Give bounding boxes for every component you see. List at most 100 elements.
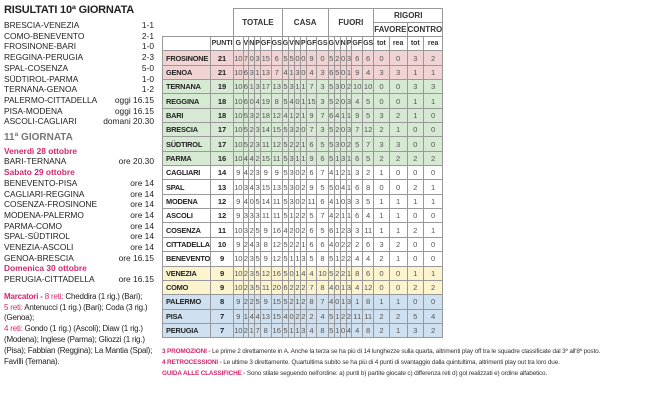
fixture-day: Domenica 30 ottobre bbox=[4, 263, 87, 274]
stat-cell: 4 bbox=[423, 308, 444, 324]
stat-cell: 16 bbox=[270, 322, 283, 339]
stat-cell: 10 bbox=[233, 279, 244, 296]
stat-cell: 4 bbox=[351, 322, 364, 339]
stat-cell: 4 bbox=[362, 208, 375, 224]
stat-cell: 11 bbox=[362, 222, 375, 238]
points-cell: 7 bbox=[210, 308, 235, 324]
points-cell: 18 bbox=[210, 107, 235, 124]
stat-cell: 15 bbox=[259, 50, 272, 66]
stat-cell: 9 bbox=[233, 294, 244, 310]
match-score: domani 20.30 bbox=[103, 116, 154, 127]
stat-cell: 7 bbox=[305, 279, 318, 296]
stat-cell: 2 bbox=[305, 308, 318, 324]
footnote-label: 3 PROMOZIONI - bbox=[162, 348, 212, 355]
stat-cell: 14 bbox=[259, 193, 272, 210]
stat-cell: 5 bbox=[362, 107, 375, 124]
stat-cell: 6 bbox=[305, 136, 318, 152]
team-name: COMO bbox=[161, 279, 212, 296]
fixture-time: ore 14 bbox=[130, 177, 154, 188]
points-cell: 12 bbox=[210, 193, 235, 210]
stat-cell: 11 bbox=[351, 308, 364, 324]
stat-cell: 8 bbox=[270, 93, 283, 109]
stat-cell: 8 bbox=[362, 179, 375, 195]
stat-cell: 14 bbox=[259, 122, 272, 138]
stat-cell: 0 bbox=[388, 179, 408, 195]
stat-cell: 1 bbox=[373, 193, 390, 210]
stat-cell: 10 bbox=[233, 122, 244, 138]
stat-cell: 6 bbox=[362, 50, 375, 66]
stat-cell: 9 bbox=[305, 179, 318, 195]
stat-cell: 0 bbox=[388, 93, 408, 109]
stat-cell: 1 bbox=[388, 193, 408, 210]
stat-cell: 2 bbox=[388, 308, 408, 324]
table-row: PARMA 16 10 4 4 2 15 11 5 3 1 1 9 6 5 1 3 1 6 5 2 2 2 2 bbox=[161, 150, 444, 167]
group-casa: CASA bbox=[281, 8, 329, 37]
stat-cell: 13 bbox=[270, 179, 283, 195]
fixture-match: MODENA-PALERMO bbox=[4, 209, 84, 220]
results-column: RISULTATI 10ª GIORNATA BRESCIA-VENEZIA 1-… bbox=[4, 4, 154, 367]
stat-cell: 0 bbox=[373, 79, 390, 95]
stat-cell: 1 bbox=[423, 93, 444, 109]
stat-cell: 5 bbox=[316, 222, 329, 238]
stat-cell: 0 bbox=[423, 294, 444, 310]
results-title: RISULTATI 10ª GIORNATA bbox=[4, 4, 135, 16]
stat-cell: 6 bbox=[351, 50, 364, 66]
stat-cell: 0 bbox=[388, 79, 408, 95]
fixture-time: ore 14 bbox=[130, 199, 154, 210]
stat-cell: 3 bbox=[423, 79, 444, 95]
stat-cell: 1 bbox=[423, 179, 444, 195]
stat-cell: 5 bbox=[327, 322, 335, 339]
stat-cell: 7 bbox=[362, 136, 375, 152]
stat-cell: 3 bbox=[316, 122, 329, 138]
table-row: PALERMO 8 9 2 2 5 9 15 5 2 1 2 8 7 4 0 1 3 1 8 1 1 0 0 bbox=[161, 294, 444, 310]
stat-cell: 1 bbox=[248, 322, 256, 339]
column-header: tot bbox=[373, 35, 390, 52]
stat-cell: 1 bbox=[406, 265, 425, 281]
stat-cell: 11 bbox=[270, 193, 283, 210]
stat-cell: 0 bbox=[406, 122, 425, 138]
column-header: rea bbox=[423, 35, 444, 52]
stat-cell: 1 bbox=[406, 64, 425, 81]
stat-cell: 11 bbox=[259, 208, 272, 224]
fixture-day: Venerdì 28 ottobre bbox=[4, 145, 78, 156]
stat-cell: 3 bbox=[406, 79, 425, 95]
result-row: SPAL-COSENZA 5-0 bbox=[4, 63, 154, 74]
table-row: PERUGIA 7 10 2 1 7 8 16 5 1 1 3 4 8 5 1 0 4 4 8 2 1 3 2 bbox=[161, 322, 444, 339]
stat-cell: 1 bbox=[373, 222, 390, 238]
team-name: PALERMO bbox=[161, 294, 212, 310]
fixture-row: MODENA-PALERMO ore 14 bbox=[4, 210, 154, 221]
stat-cell: 5 bbox=[362, 93, 375, 109]
team-name: REGGINA bbox=[161, 93, 212, 109]
team-name: VENEZIA bbox=[161, 265, 212, 281]
result-row: BRESCIA-VENEZIA 1-1 bbox=[4, 20, 154, 31]
stat-cell: 5 bbox=[406, 308, 425, 324]
fixture-row: BENEVENTO-PISA ore 14 bbox=[4, 178, 154, 189]
stat-cell: 6 bbox=[351, 150, 364, 167]
standings-table: TOTALE CASA FUORI RIGORI FAVORE CONTRO P… bbox=[161, 8, 444, 339]
match-score: 1-1 bbox=[141, 20, 154, 30]
stat-cell: 17 bbox=[259, 79, 272, 95]
stat-cell: 10 bbox=[233, 150, 244, 167]
stat-cell: 0 bbox=[373, 50, 390, 66]
team-name: PERUGIA bbox=[161, 322, 212, 339]
stat-cell: 3 bbox=[351, 222, 364, 238]
stat-cell: 10 bbox=[362, 79, 375, 95]
stat-cell: 4 bbox=[351, 93, 364, 109]
fixture-time: ore 14 bbox=[130, 209, 154, 220]
stat-cell: 0 bbox=[388, 165, 408, 181]
fixture-row: PERUGIA-CITTADELLA ore 16.15 bbox=[4, 274, 154, 285]
stat-cell: 2 bbox=[373, 251, 390, 267]
stat-cell: 0 bbox=[339, 322, 347, 339]
table-row: BENEVENTO 9 10 2 3 5 9 12 5 1 1 3 5 8 5 1 2 2 4 4 2 1 0 0 bbox=[161, 251, 444, 267]
stat-cell: 2 bbox=[406, 279, 425, 296]
stat-cell: 0 bbox=[406, 208, 425, 224]
result-row: ASCOLI-CAGLIARI domani 20.30 bbox=[4, 116, 154, 127]
stat-cell: 15 bbox=[270, 122, 283, 138]
table-row: VENEZIA 9 10 2 3 5 12 16 5 0 1 4 4 10 5 2 2 1 8 6 0 0 1 1 bbox=[161, 265, 444, 281]
stat-cell: 8 bbox=[316, 322, 329, 339]
stat-cell: 9 bbox=[259, 222, 272, 238]
points-cell: 12 bbox=[210, 208, 235, 224]
stat-cell: 2 bbox=[388, 236, 408, 253]
stat-cell: 1 bbox=[293, 322, 301, 339]
points-cell: 21 bbox=[210, 64, 235, 81]
